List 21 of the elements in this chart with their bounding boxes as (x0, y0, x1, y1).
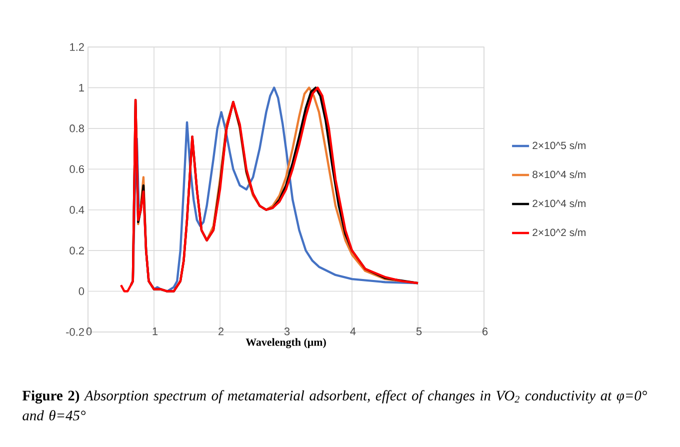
x-axis-title: Wavelength (μm) (246, 338, 326, 348)
y-tick-label: 0.2 (70, 246, 84, 254)
x-tick-label: 1 (152, 328, 158, 336)
y-tick-label: 0 (78, 287, 84, 296)
x-tick-label: 2 (218, 328, 224, 336)
legend-label: 2×10^4 s/m (532, 199, 586, 208)
legend-label: 8×10^4 s/m (532, 170, 586, 178)
legend-label: 2×10^2 s/m (532, 228, 586, 236)
y-tick-label: 1.2 (70, 43, 84, 51)
text: Figure 2) Absorption spectrum of metamaterial adsorbent, effect of changes in VO$_{2}$ conductivity at φ=0° and θ=45° (22, 390, 647, 420)
legend-label: 2×10^5 s/m (532, 141, 586, 150)
y-tick-label: 0.4 (70, 206, 84, 214)
y-tick-label: 1 (79, 84, 84, 92)
y-tick-label: 0.6 (70, 165, 84, 174)
x-tick-label: 0 (86, 328, 92, 336)
y-tick-label: 0.8 (70, 124, 84, 132)
x-tick-label: 6 (482, 328, 488, 336)
x-tick-label: 3 (284, 328, 290, 336)
x-tick-label: 5 (416, 328, 422, 336)
x-tick-label: 4 (350, 328, 356, 336)
y-tick-label: -0.2 (66, 328, 84, 336)
